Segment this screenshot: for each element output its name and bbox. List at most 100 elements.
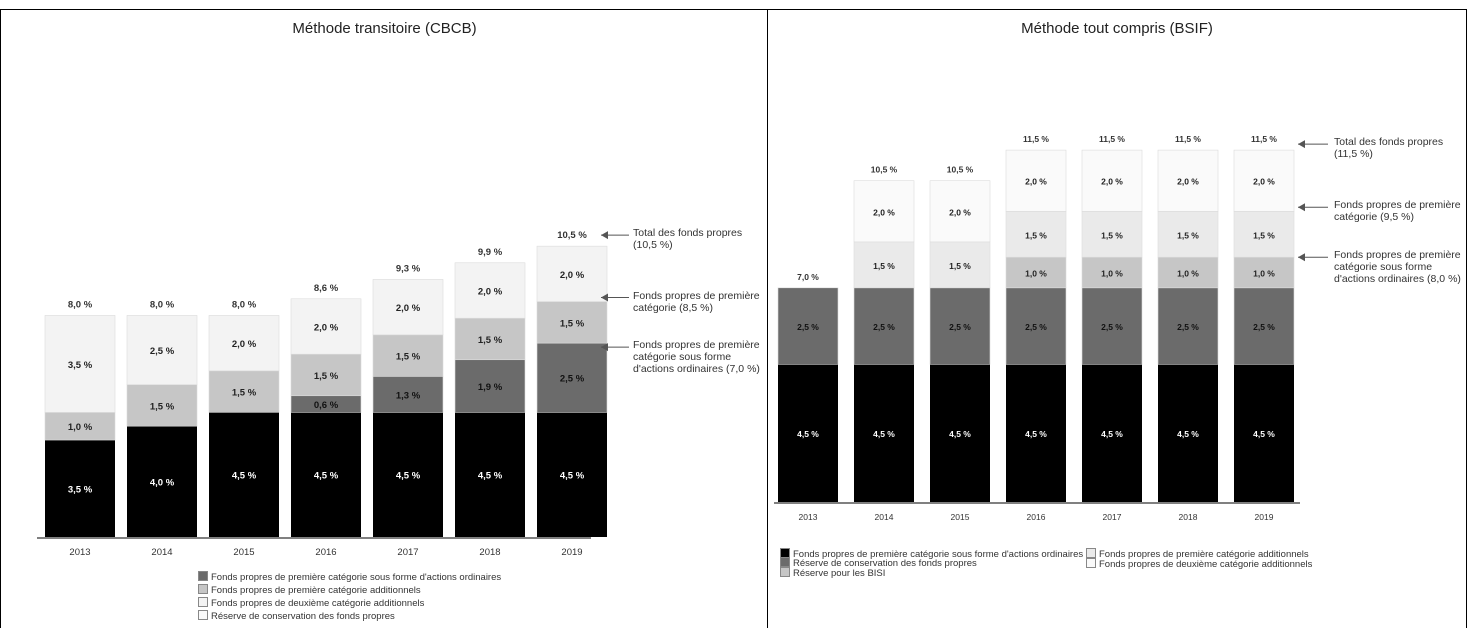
- data-label-2017-4: 2,0 %: [1101, 177, 1123, 187]
- data-label-2019-0: 4,5 %: [560, 471, 585, 482]
- bar-segment-2015-1: [929, 287, 991, 365]
- bar-segment-2013-0: [778, 364, 838, 502]
- legend-swatch-0: [198, 571, 208, 581]
- chart-svg-cbcb: 3,5 % 1,0 % 3,5 % 8,0 % 2013 4,0 % 1,5 % 2,5 % 8…: [37, 230, 629, 558]
- total-label-2016: 8,6 %: [314, 283, 339, 294]
- bar-segment-2016-1: [1005, 287, 1067, 365]
- data-label-2015-3: 1,5 %: [949, 261, 971, 271]
- bar-segment-2018-3: [454, 262, 526, 319]
- bar-segment-2019-2: [536, 301, 608, 344]
- bar-segment-2017-2: [372, 334, 444, 377]
- data-label-2016-3: 2,0 %: [314, 322, 339, 333]
- data-label-2017-0: 4,5 %: [396, 471, 421, 482]
- bar-segment-2014-3: [853, 241, 915, 289]
- bar-segment-2014-2: [126, 384, 198, 427]
- chart-title-cbcb: Méthode transitoire (CBCB): [292, 20, 477, 37]
- total-label-2018: 11,5 %: [1175, 134, 1201, 144]
- legend-item-0: Fonds propres de première catégorie sous…: [198, 571, 501, 583]
- annotation-label-0: Total des fonds propres (11,5 %): [1334, 136, 1444, 161]
- bar-segment-2013-0: [45, 440, 115, 537]
- bar-segment-2015-3: [208, 315, 280, 372]
- legend-label-4: Fonds propres de deuxième catégorie addi…: [1099, 559, 1313, 570]
- legend-swatch-1: [198, 584, 208, 594]
- data-label-2019-2: 1,5 %: [560, 318, 585, 329]
- bar-segment-2016-3: [290, 298, 362, 355]
- x-tick-2017: 2017: [1103, 512, 1122, 522]
- legend-label-3: Réserve de conservation des fonds propre…: [211, 611, 395, 622]
- total-label-2015: 8,0 %: [232, 299, 257, 310]
- chart-panel-cbcb: Méthode transitoire (CBCB) 3,5 % 1,0 % 3,5…: [0, 9, 768, 628]
- data-label-2018-3: 2,0 %: [478, 286, 503, 297]
- data-label-2016-1: 2,5 %: [1025, 322, 1047, 332]
- data-label-2018-1: 2,5 %: [1177, 322, 1199, 332]
- chart-title-bsif: Méthode tout compris (BSIF): [1021, 20, 1213, 37]
- data-label-2014-0: 4,5 %: [873, 429, 895, 439]
- x-tick-2016: 2016: [1027, 512, 1046, 522]
- total-label-2014: 10,5 %: [871, 165, 898, 175]
- total-label-2017: 9,3 %: [396, 263, 421, 274]
- bar-segment-2019-3: [536, 245, 608, 302]
- legend-label-0: Fonds propres de première catégorie sous…: [211, 572, 502, 583]
- bar-segment-2014-3: [126, 315, 198, 385]
- legend-swatch-2: [780, 567, 790, 577]
- bar-segment-2019-1: [536, 342, 608, 413]
- legend-item-3: Réserve de conservation des fonds propre…: [198, 610, 395, 622]
- data-label-2019-3: 2,0 %: [560, 270, 585, 281]
- bar-segment-2018-4: [1157, 149, 1219, 212]
- bar-segment-2016-4: [1005, 149, 1067, 212]
- legend-label-1: Réserve de conservation des fonds propre…: [793, 558, 977, 569]
- bar-segment-2014-0: [854, 364, 914, 502]
- legend-item-3: Fonds propres de première catégorie addi…: [1086, 548, 1309, 560]
- bar-segment-2019-4: [1233, 149, 1295, 212]
- data-label-2016-2: 1,5 %: [314, 371, 339, 382]
- data-label-2017-1: 1,3 %: [396, 390, 421, 401]
- bar-segment-2017-1: [1081, 287, 1143, 365]
- data-label-2019-0: 4,5 %: [1253, 429, 1275, 439]
- x-tick-2018: 2018: [479, 547, 500, 558]
- bar-segment-2018-1: [454, 359, 526, 413]
- bar-segment-2014-1: [853, 287, 915, 365]
- total-label-2013: 8,0 %: [68, 299, 93, 310]
- legend-label-0: Fonds propres de première catégorie sous…: [793, 549, 1084, 560]
- data-label-2014-1: 2,5 %: [873, 322, 895, 332]
- bar-segment-2013-2: [44, 412, 116, 441]
- annotation-label-0: Total des fonds propres (10,5 %): [633, 227, 743, 252]
- x-tick-2019: 2019: [561, 547, 582, 558]
- data-label-2016-4: 2,0 %: [1025, 177, 1047, 187]
- data-label-2019-1: 2,5 %: [1253, 322, 1275, 332]
- bar-segment-2015-0: [209, 412, 279, 537]
- data-label-2014-3: 1,5 %: [873, 261, 895, 271]
- legend-item-2: Fonds propres de deuxième catégorie addi…: [198, 597, 424, 609]
- bar-segment-2016-0: [1006, 364, 1066, 502]
- data-label-2014-2: 1,5 %: [150, 401, 175, 412]
- bar-segment-2018-0: [1158, 364, 1218, 502]
- bar-segment-2013-3: [44, 315, 116, 413]
- legend-swatch-1: [780, 557, 790, 567]
- bar-segment-2018-3: [1157, 211, 1219, 258]
- bar-segment-2017-0: [1082, 364, 1142, 502]
- x-tick-2015: 2015: [951, 512, 970, 522]
- data-label-2018-3: 1,5 %: [1177, 230, 1199, 240]
- x-tick-2014: 2014: [151, 547, 172, 558]
- data-label-2013-3: 3,5 %: [68, 360, 93, 371]
- chart-panel-bsif: Méthode tout compris (BSIF) 4,5 % 2,5 % 7,…: [767, 9, 1467, 628]
- legend-label-2: Fonds propres de deuxième catégorie addi…: [211, 598, 425, 609]
- bar-segment-2019-2: [1233, 256, 1295, 289]
- legend-label-1: Fonds propres de première catégorie addi…: [211, 585, 421, 596]
- legend-item-4: Fonds propres de deuxième catégorie addi…: [1086, 558, 1312, 570]
- legend-swatch-4: [1086, 558, 1096, 568]
- bar-segment-2019-0: [1234, 364, 1294, 502]
- bar-segment-2018-2: [454, 317, 526, 361]
- x-tick-2017: 2017: [397, 547, 418, 558]
- total-label-2013: 7,0 %: [797, 272, 819, 282]
- data-label-2013-0: 4,5 %: [797, 429, 819, 439]
- data-label-2015-4: 2,0 %: [949, 207, 971, 217]
- legend-label-3: Fonds propres de première catégorie addi…: [1099, 549, 1309, 560]
- legend-label-2: Réserve pour les BISI: [793, 568, 886, 579]
- annotation-arrow-head-0: [601, 231, 608, 240]
- annotation-label-1: Fonds propres de première catégorie (8,5…: [633, 289, 760, 314]
- bar-segment-2015-4: [929, 180, 991, 243]
- data-label-2019-3: 1,5 %: [1253, 230, 1275, 240]
- data-label-2019-1: 2,5 %: [560, 374, 585, 385]
- data-label-2013-1: 2,5 %: [797, 322, 819, 332]
